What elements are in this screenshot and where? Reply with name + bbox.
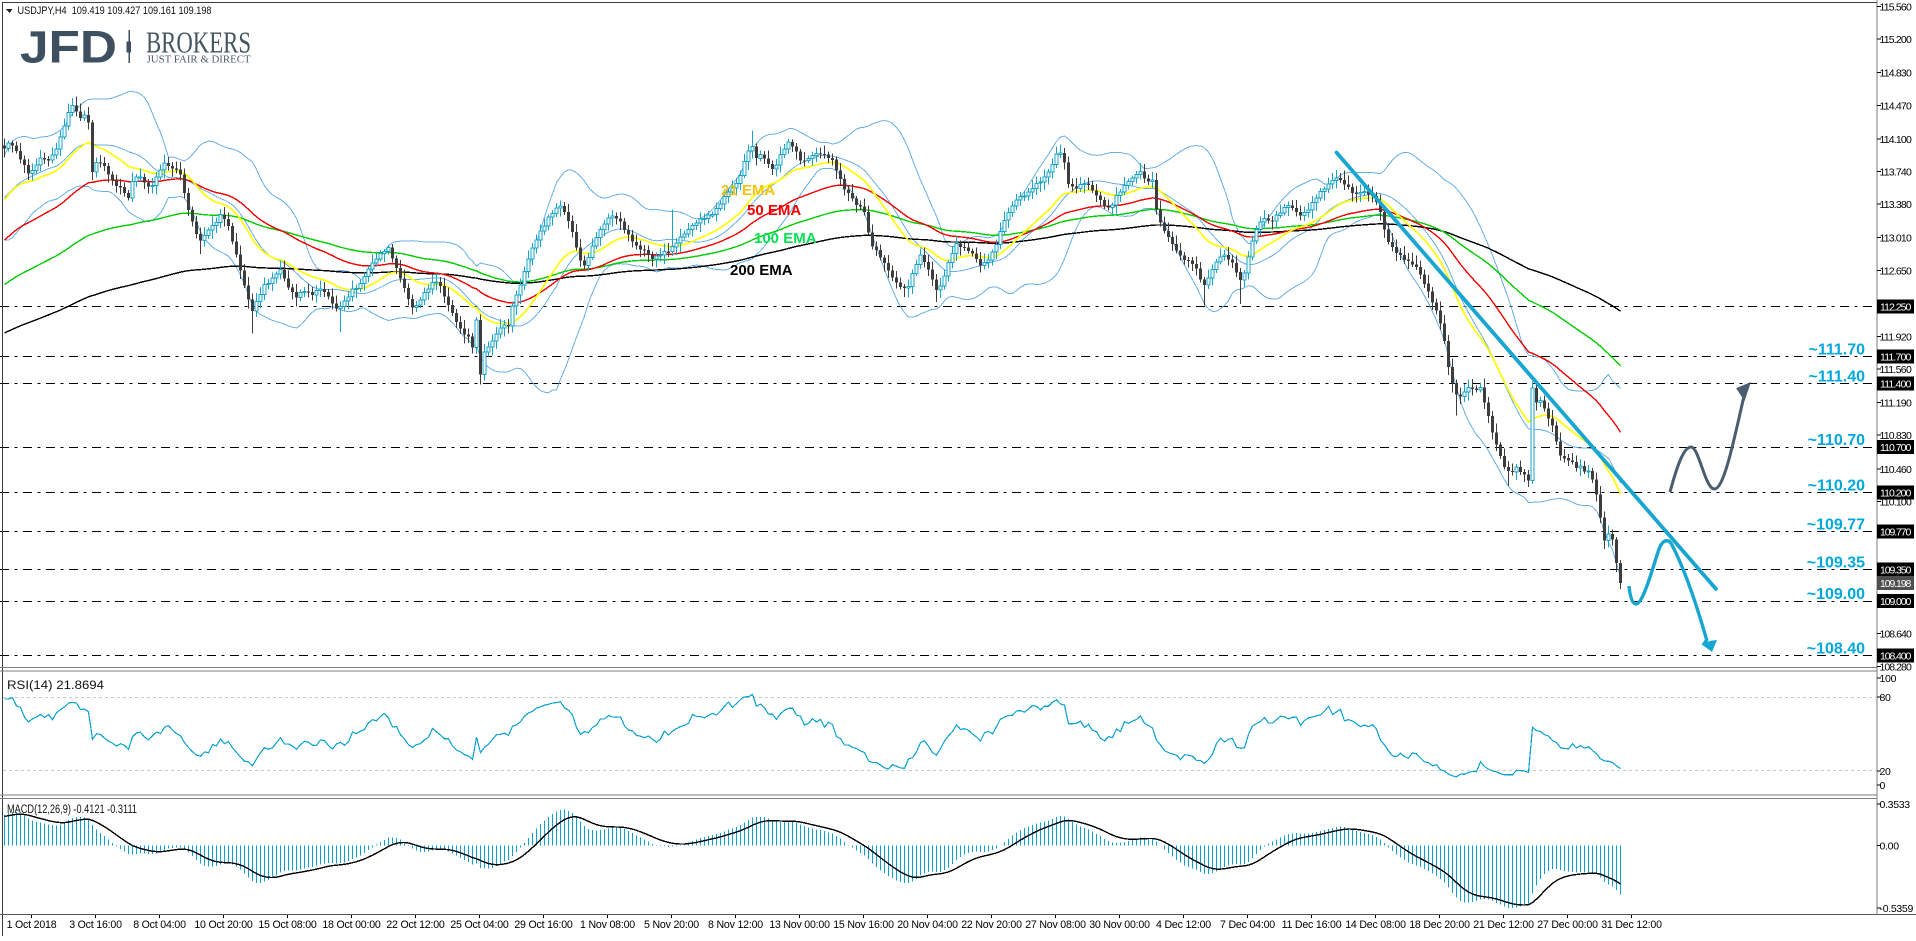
- svg-text:21 Dec 12:00: 21 Dec 12:00: [1473, 919, 1534, 931]
- svg-text:1 Nov 08:00: 1 Nov 08:00: [580, 919, 635, 931]
- svg-text:MACD(12,26,9) -0.4121 -0.3111: MACD(12,26,9) -0.4121 -0.3111: [7, 804, 137, 816]
- svg-text:4 Dec 12:00: 4 Dec 12:00: [1156, 919, 1211, 931]
- svg-text:BROKERS: BROKERS: [146, 25, 251, 60]
- svg-text:20: 20: [1880, 766, 1892, 778]
- svg-text:~109.00: ~109.00: [1807, 586, 1865, 603]
- svg-text:18 Dec 20:00: 18 Dec 20:00: [1409, 919, 1470, 931]
- svg-text:25 Oct 04:00: 25 Oct 04:00: [450, 919, 509, 931]
- svg-text:11 Dec 16:00: 11 Dec 16:00: [1282, 919, 1342, 931]
- svg-text:0: 0: [1880, 780, 1886, 792]
- svg-text:111.190: 111.190: [1880, 398, 1912, 410]
- svg-text:0.3533: 0.3533: [1880, 799, 1911, 811]
- svg-text:20 Nov 04:00: 20 Nov 04:00: [897, 919, 958, 931]
- svg-text:7 Dec 04:00: 7 Dec 04:00: [1220, 919, 1275, 931]
- svg-text:30 Nov 00:00: 30 Nov 00:00: [1089, 919, 1150, 931]
- svg-text:3 Oct 16:00: 3 Oct 16:00: [69, 919, 122, 931]
- svg-text:112.650: 112.650: [1880, 265, 1912, 277]
- svg-text:27 Dec 00:00: 27 Dec 00:00: [1537, 919, 1598, 931]
- svg-text:USDJPY,H4 109.419 109.427 109: USDJPY,H4 109.419 109.427 109.161 109.19…: [18, 5, 212, 17]
- svg-text:50 EMA: 50 EMA: [747, 202, 801, 219]
- svg-text:109.350: 109.350: [1880, 564, 1911, 576]
- svg-text:108.280: 108.280: [1880, 661, 1912, 673]
- svg-text:~108.40: ~108.40: [1807, 641, 1865, 658]
- svg-text:18 Oct 00:00: 18 Oct 00:00: [322, 919, 381, 931]
- svg-text:114.100: 114.100: [1880, 134, 1912, 146]
- svg-text:JFD: JFD: [20, 22, 117, 73]
- svg-text:110.100: 110.100: [1880, 496, 1912, 508]
- svg-text:108.400: 108.400: [1880, 651, 1911, 663]
- svg-text:RSI(14) 21.8694: RSI(14) 21.8694: [7, 680, 105, 692]
- svg-text:200 EMA: 200 EMA: [730, 262, 793, 279]
- svg-text:111.400: 111.400: [1880, 379, 1911, 391]
- svg-text:~110.70: ~110.70: [1808, 432, 1866, 449]
- svg-text:5 Nov 20:00: 5 Nov 20:00: [644, 919, 699, 931]
- svg-text:80: 80: [1880, 692, 1892, 704]
- svg-text:113.380: 113.380: [1880, 199, 1912, 211]
- svg-text:114.830: 114.830: [1880, 68, 1912, 80]
- svg-text:~109.35: ~109.35: [1807, 554, 1865, 571]
- svg-text:1 Oct 2018: 1 Oct 2018: [7, 919, 57, 931]
- svg-text:100 EMA: 100 EMA: [754, 230, 817, 247]
- svg-text:113.740: 113.740: [1880, 167, 1912, 179]
- svg-text:110.830: 110.830: [1880, 430, 1912, 442]
- svg-text:21 EMA: 21 EMA: [721, 182, 775, 199]
- svg-text:108.640: 108.640: [1880, 629, 1912, 641]
- svg-text:31 Dec 12:00: 31 Dec 12:00: [1601, 919, 1662, 931]
- svg-text:14 Dec 08:00: 14 Dec 08:00: [1345, 919, 1406, 931]
- svg-text:22 Oct 12:00: 22 Oct 12:00: [386, 919, 445, 931]
- svg-text:113.010: 113.010: [1880, 233, 1912, 245]
- svg-text:112.250: 112.250: [1880, 302, 1911, 314]
- svg-text:109.198: 109.198: [1880, 578, 1911, 590]
- svg-text:29 Oct 16:00: 29 Oct 16:00: [514, 919, 573, 931]
- svg-text:8 Oct 04:00: 8 Oct 04:00: [133, 919, 186, 931]
- svg-text:111.560: 111.560: [1880, 364, 1912, 376]
- svg-text:22 Nov 20:00: 22 Nov 20:00: [961, 919, 1022, 931]
- svg-text:8 Nov 12:00: 8 Nov 12:00: [708, 919, 763, 931]
- svg-text:110.200: 110.200: [1880, 487, 1911, 499]
- svg-text:100: 100: [1880, 673, 1897, 685]
- svg-text:~109.77: ~109.77: [1807, 516, 1865, 533]
- svg-text:10 Oct 20:00: 10 Oct 20:00: [194, 919, 253, 931]
- svg-text:0.00: 0.00: [1880, 840, 1900, 852]
- svg-text:13 Nov 00:00: 13 Nov 00:00: [769, 919, 830, 931]
- svg-text:111.700: 111.700: [1880, 351, 1911, 363]
- svg-text:115.200: 115.200: [1880, 34, 1912, 46]
- svg-text:15 Nov 16:00: 15 Nov 16:00: [833, 919, 894, 931]
- svg-text:~111.40: ~111.40: [1808, 369, 1865, 386]
- svg-text:115.560: 115.560: [1880, 2, 1912, 14]
- svg-text:JUST FAIR & DIRECT: JUST FAIR & DIRECT: [147, 55, 252, 66]
- svg-text:111.920: 111.920: [1880, 331, 1912, 343]
- svg-text:~111.70: ~111.70: [1808, 341, 1865, 358]
- svg-text:114.470: 114.470: [1880, 100, 1912, 112]
- svg-text:27 Nov 08:00: 27 Nov 08:00: [1025, 919, 1086, 931]
- svg-text:110.700: 110.700: [1880, 442, 1911, 454]
- svg-text:~110.20: ~110.20: [1808, 477, 1866, 494]
- svg-text:110.460: 110.460: [1880, 464, 1912, 476]
- svg-text:15 Oct 08:00: 15 Oct 08:00: [258, 919, 317, 931]
- svg-text:109.770: 109.770: [1880, 526, 1911, 538]
- svg-text:109.000: 109.000: [1880, 596, 1911, 608]
- svg-text:-0.5359: -0.5359: [1880, 903, 1914, 915]
